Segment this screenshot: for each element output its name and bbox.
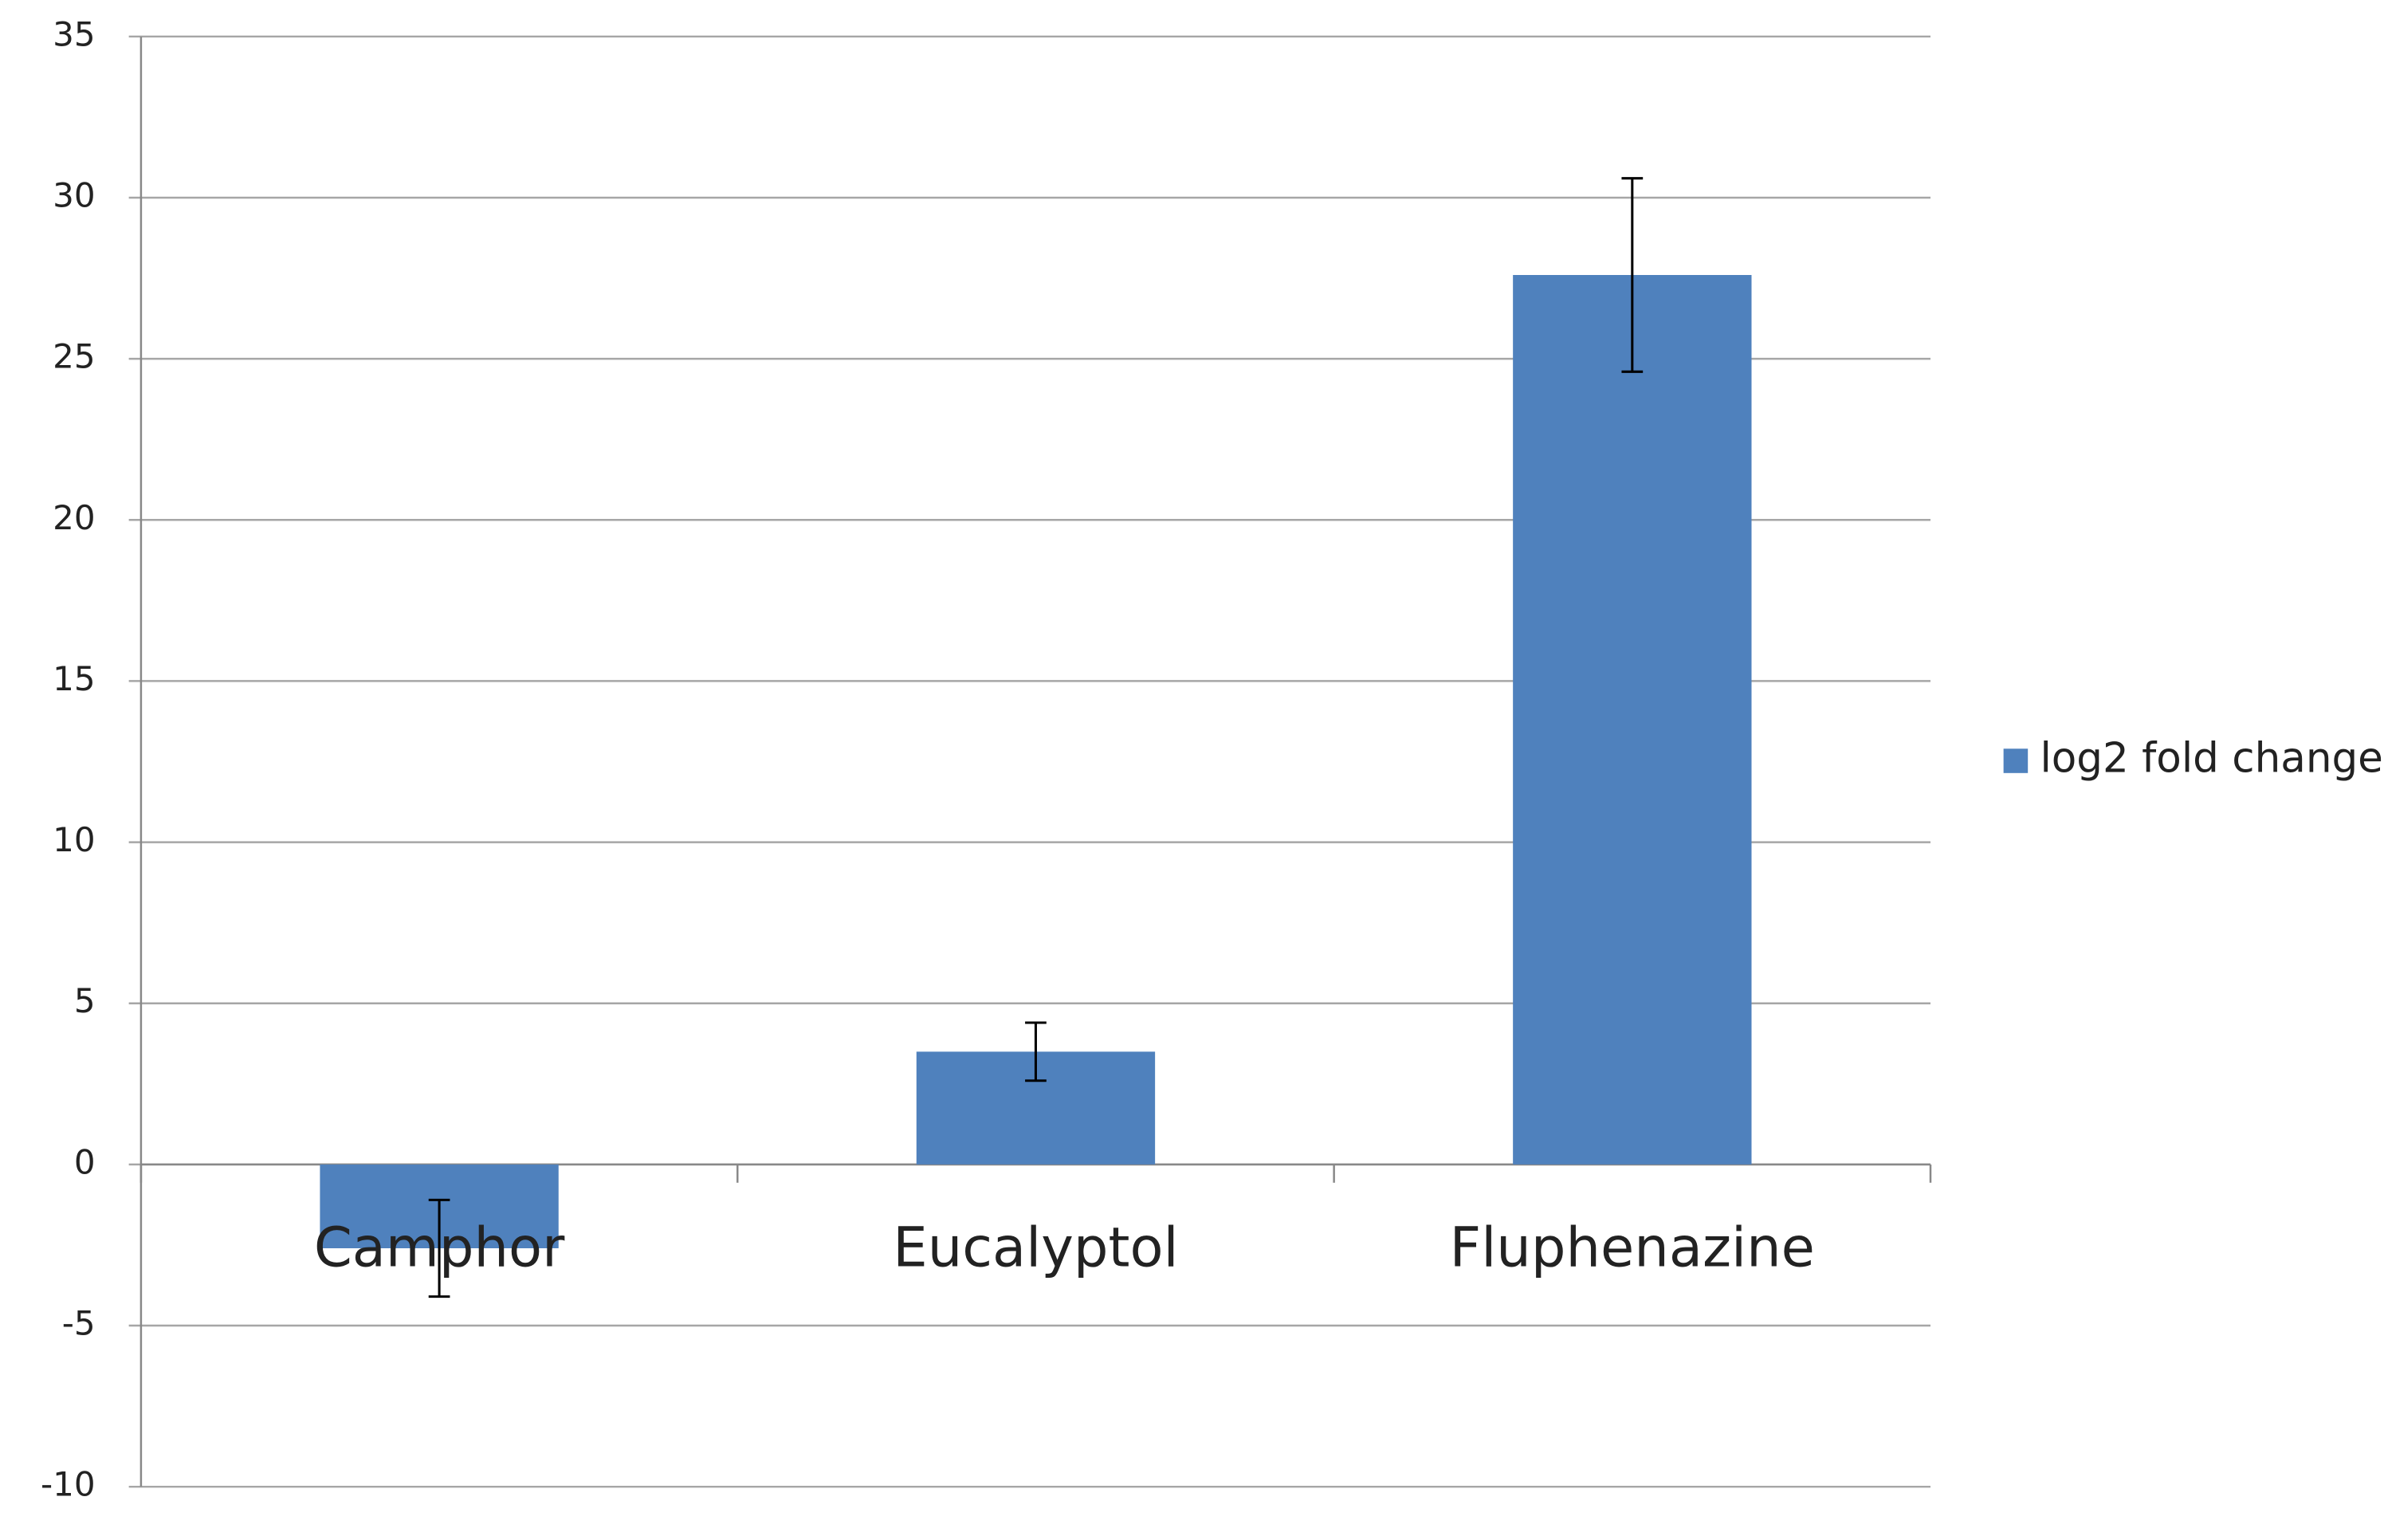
- x-tick-label: Fluphenazine: [1450, 1216, 1815, 1280]
- legend-swatch: [2003, 748, 2029, 773]
- bar: [1513, 275, 1752, 1165]
- y-tick-label: 35: [53, 14, 95, 53]
- x-tick-label: Eucalyptol: [893, 1216, 1178, 1280]
- y-tick-label: 15: [53, 659, 95, 698]
- y-tick-label: -5: [62, 1304, 96, 1343]
- y-tick-label: 20: [53, 498, 95, 537]
- y-tick-label: 0: [74, 1142, 96, 1181]
- y-tick-label: 10: [53, 820, 95, 859]
- y-tick-label: 30: [53, 175, 95, 214]
- y-tick-label: 5: [74, 981, 96, 1020]
- y-tick-label: 25: [53, 337, 95, 376]
- legend-label: log2 fold change: [2040, 735, 2382, 783]
- y-tick-label: -10: [41, 1465, 96, 1504]
- x-tick-label: Camphor: [314, 1216, 565, 1280]
